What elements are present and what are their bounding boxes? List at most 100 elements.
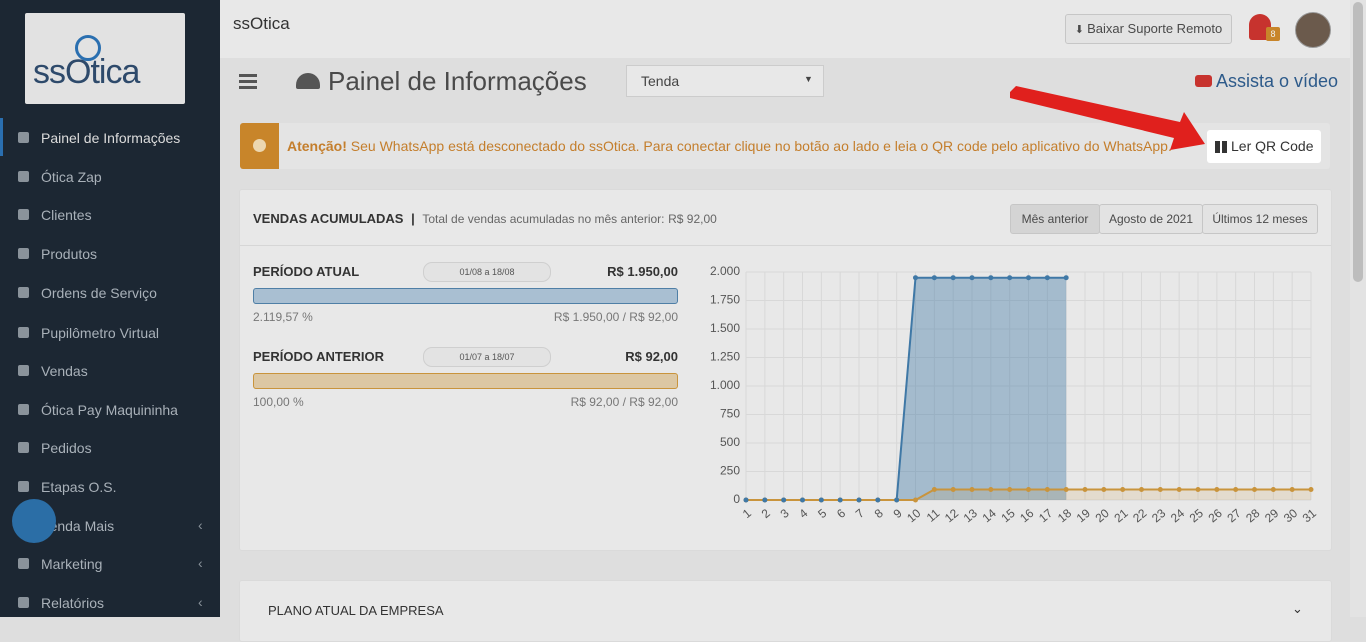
period-total: R$ 1.950,00 [607, 264, 678, 279]
menu-item[interactable]: Relatórios ‹ [0, 593, 220, 613]
menu-label: Ótica Zap [41, 169, 102, 185]
avatar[interactable] [1295, 12, 1331, 48]
point [1233, 487, 1239, 493]
area [746, 277, 1067, 500]
menu-label: Venda Mais [41, 518, 115, 534]
gauge-icon [296, 73, 320, 89]
tab[interactable]: Agosto de 2021 [1099, 204, 1203, 234]
logo[interactable]: ssOtica [25, 13, 185, 104]
period-total: R$ 92,00 [625, 349, 678, 364]
menu-icon [18, 404, 29, 415]
menu-label: Vendas [41, 363, 88, 379]
sidebar: ssOtica Painel de Informações Ótica Zap Cl… [0, 0, 220, 617]
menu-icon [18, 209, 29, 220]
menu-icon [18, 171, 29, 182]
tab[interactable]: Últimos 12 meses [1202, 204, 1318, 234]
chat-bubble[interactable] [12, 499, 56, 543]
y-tick-label: 750 [720, 407, 740, 421]
point [950, 487, 956, 493]
video-icon [1195, 75, 1212, 87]
point [1044, 275, 1050, 281]
point [1120, 487, 1126, 493]
menu-label: Clientes [41, 207, 92, 223]
period-ratio: R$ 1.950,00 / R$ 92,00 [553, 310, 678, 324]
y-tick-label: 0 [733, 492, 740, 506]
video-link[interactable]: Assista o vídeo [1216, 71, 1339, 91]
arrow-overlay [1010, 86, 1205, 150]
point [1007, 487, 1013, 493]
tab[interactable]: Mês anterior [1010, 204, 1100, 234]
point [913, 497, 918, 503]
menu-item[interactable]: Ótica Pay Maquininha [0, 400, 220, 420]
menu-chevron: ‹ [198, 517, 203, 533]
menu-item[interactable]: Ordens de Serviço [0, 283, 220, 303]
point [1289, 487, 1295, 493]
menu-toggle[interactable] [239, 74, 257, 77]
point [988, 487, 994, 493]
sales-header: VENDAS ACUMULADAS | Total de vendas acum… [253, 211, 717, 226]
sales-subtitle-value: R$ 92,00 [668, 212, 717, 226]
menu-item[interactable]: Marketing ‹ [0, 554, 220, 574]
point [1026, 275, 1031, 281]
point [818, 497, 824, 503]
y-tick-label: 250 [720, 464, 740, 478]
point [1044, 487, 1050, 493]
point [913, 275, 918, 281]
menu-icon [18, 597, 29, 608]
menu-item[interactable]: Painel de Informações [0, 118, 220, 156]
qr-button[interactable]: Ler QR Code [1207, 130, 1321, 163]
period-name: PERÍODO ANTERIOR [253, 349, 384, 364]
area [746, 489, 1311, 500]
point [931, 487, 937, 493]
progress-bar [253, 373, 678, 389]
store-select-value: Tenda [641, 73, 680, 89]
y-tick-label: 1.750 [710, 293, 740, 307]
menu-item[interactable]: Ótica Zap [0, 167, 220, 187]
point [800, 497, 805, 503]
header-logo[interactable]: ssOtica [233, 14, 290, 33]
menu-item[interactable]: Pedidos [0, 438, 220, 458]
menu-icon [18, 365, 29, 376]
menu-icon [18, 558, 29, 569]
scrollbar [1350, 0, 1366, 617]
y-tick-label: 1.500 [710, 321, 740, 335]
alert-icon [240, 123, 279, 169]
period-name: PERÍODO ATUAL [253, 264, 360, 279]
point [1007, 275, 1013, 281]
y-tick-label: 2.000 [710, 264, 740, 278]
menu-icon [18, 481, 29, 492]
support-button-label: Baixar Suporte Remoto [1087, 21, 1223, 36]
point [856, 497, 862, 503]
menu-item[interactable]: Vendas [0, 361, 220, 381]
point [1026, 487, 1031, 493]
menu-item[interactable]: Clientes [0, 205, 220, 225]
point [1063, 275, 1069, 281]
top-bar: ssOtica ⬇ Baixar Suporte Remoto 8 [220, 0, 1350, 58]
point [1063, 487, 1069, 493]
store-select[interactable]: Tenda ▼ [626, 65, 824, 97]
sales-panel: VENDAS ACUMULADAS | Total de vendas acum… [239, 189, 1332, 551]
period-percent: 2.119,57 % [253, 310, 313, 324]
point [894, 497, 900, 503]
support-button[interactable]: ⬇ Baixar Suporte Remoto [1065, 14, 1232, 44]
menu-item[interactable]: Produtos [0, 244, 220, 264]
alert-text: Seu WhatsApp está desconectado do ssOtic… [350, 138, 1172, 154]
notification-bell[interactable] [1249, 14, 1271, 40]
y-tick-label: 1.250 [710, 350, 740, 364]
qr-button-label: Ler QR Code [1231, 138, 1314, 154]
menu-label: Pupilômetro Virtual [41, 325, 160, 341]
menu-label: Etapas O.S. [41, 479, 117, 495]
menu-item[interactable]: Pupilômetro Virtual [0, 323, 220, 343]
point [1214, 487, 1220, 493]
point [743, 497, 749, 503]
menu-item[interactable]: Etapas O.S. [0, 477, 220, 497]
point [1252, 487, 1257, 493]
page-title: Painel de Informações [328, 66, 587, 96]
period-dates: 01/07 a 18/07 [423, 347, 551, 367]
point [781, 497, 787, 503]
menu-icon [18, 287, 29, 298]
y-tick-label: 500 [720, 435, 740, 449]
point [969, 487, 975, 493]
point [1157, 487, 1163, 493]
point [1308, 487, 1314, 493]
